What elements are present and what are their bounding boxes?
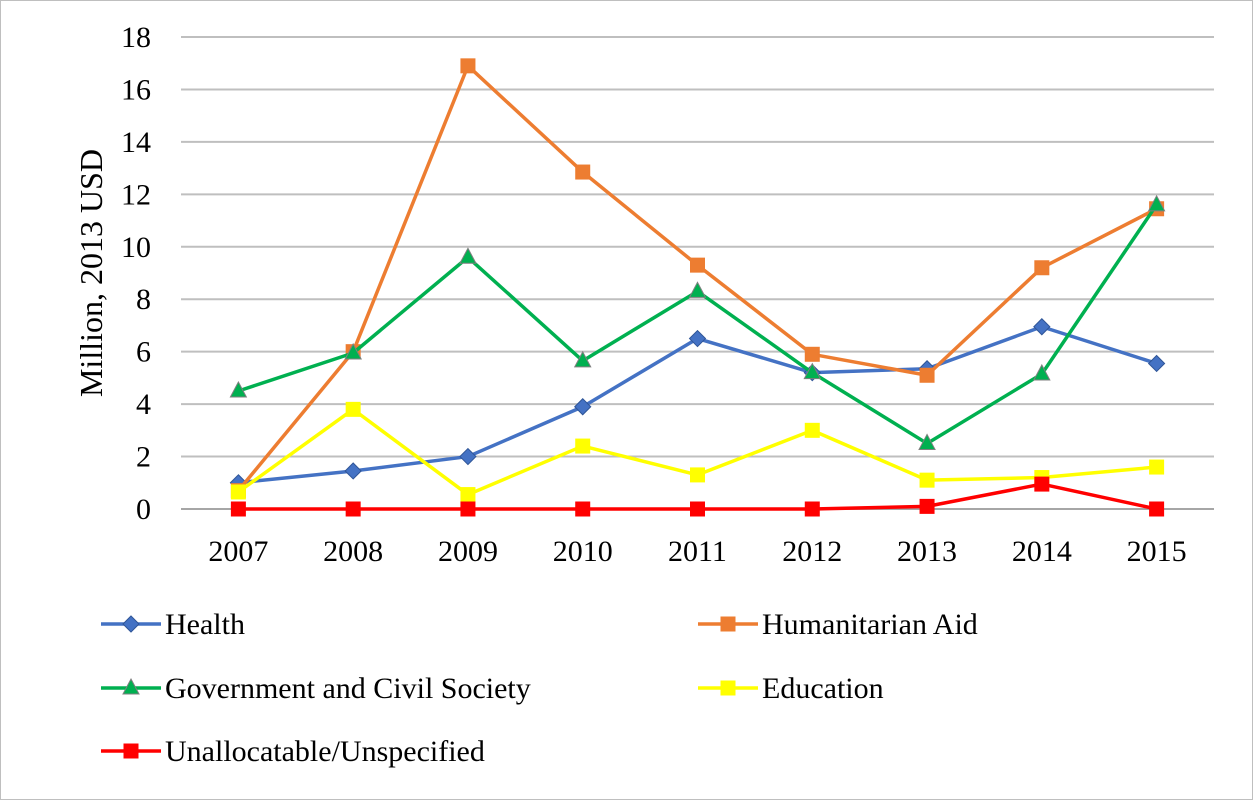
legend-item: Government and Civil Society bbox=[101, 672, 531, 705]
data-point bbox=[575, 501, 591, 517]
data-point bbox=[804, 501, 820, 517]
data-point bbox=[459, 447, 477, 466]
data-point bbox=[804, 346, 820, 362]
data-point bbox=[344, 342, 362, 360]
data-point bbox=[919, 472, 935, 488]
data-point bbox=[460, 58, 476, 74]
legend-label: Education bbox=[762, 672, 884, 705]
data-point bbox=[230, 484, 246, 500]
y-tick-label: 8 bbox=[136, 283, 151, 316]
series-lines bbox=[229, 58, 1166, 517]
legend-item: Health bbox=[101, 608, 245, 641]
y-axis-title: Million, 2013 USD bbox=[73, 149, 109, 397]
legend-marker bbox=[123, 743, 139, 759]
x-tick-label: 2014 bbox=[1012, 535, 1072, 568]
legend-label: Health bbox=[165, 608, 245, 641]
data-point bbox=[1033, 363, 1051, 381]
x-tick-label: 2010 bbox=[553, 535, 613, 568]
data-point bbox=[574, 398, 592, 416]
gridlines bbox=[181, 36, 1214, 510]
x-tick-label: 2011 bbox=[668, 535, 727, 568]
y-tick-label: 6 bbox=[136, 336, 151, 369]
y-tick-label: 0 bbox=[136, 493, 151, 526]
data-point bbox=[690, 257, 705, 273]
data-point bbox=[459, 247, 477, 264]
data-point bbox=[804, 422, 820, 438]
data-point bbox=[345, 501, 361, 517]
series-1 bbox=[230, 58, 1165, 499]
y-tick-label: 16 bbox=[121, 73, 151, 106]
series-2 bbox=[229, 194, 1166, 450]
data-point bbox=[1147, 194, 1166, 212]
y-tick-label: 14 bbox=[121, 126, 151, 159]
data-point bbox=[918, 433, 936, 450]
data-point bbox=[344, 462, 362, 480]
legend-label: Unallocatable/Unspecified bbox=[165, 735, 485, 768]
data-point bbox=[575, 164, 591, 180]
data-point bbox=[690, 501, 705, 517]
data-point bbox=[1147, 354, 1166, 373]
y-axis-ticks: 0 2 4 6 8 10 12 14 16 18 bbox=[121, 21, 151, 526]
data-point bbox=[345, 401, 361, 417]
legend-marker bbox=[122, 615, 140, 633]
legend-item: Education bbox=[698, 672, 884, 705]
y-tick-label: 18 bbox=[121, 21, 151, 54]
legend-item: Unallocatable/Unspecified bbox=[101, 735, 485, 768]
legend-label: Government and Civil Society bbox=[165, 672, 531, 705]
data-point bbox=[1149, 459, 1165, 475]
data-point bbox=[688, 281, 707, 298]
x-tick-label: 2008 bbox=[323, 535, 383, 568]
data-point bbox=[575, 438, 591, 454]
x-tick-label: 2012 bbox=[782, 535, 842, 568]
y-tick-label: 12 bbox=[121, 178, 151, 211]
series-3 bbox=[230, 401, 1165, 503]
x-tick-label: 2007 bbox=[208, 535, 268, 568]
data-point bbox=[1034, 476, 1050, 492]
x-axis-ticks: 2007 2008 2009 2010 2011 2012 2013 2014 2015 bbox=[208, 535, 1186, 568]
data-point bbox=[460, 487, 476, 503]
series-line bbox=[237, 203, 1159, 446]
legend-label: Humanitarian Aid bbox=[762, 608, 978, 641]
data-point bbox=[919, 367, 935, 383]
x-tick-label: 2009 bbox=[438, 535, 498, 568]
data-point bbox=[803, 362, 822, 380]
data-point bbox=[230, 501, 246, 517]
data-point bbox=[1149, 501, 1165, 517]
data-point bbox=[1033, 318, 1051, 336]
legend: Health Humanitarian Aid Government and Civ… bbox=[101, 608, 978, 768]
data-point bbox=[229, 380, 248, 398]
series-4 bbox=[230, 476, 1165, 517]
x-tick-label: 2015 bbox=[1127, 535, 1187, 568]
data-point bbox=[919, 498, 935, 514]
legend-marker bbox=[720, 680, 736, 696]
legend-marker bbox=[720, 616, 736, 632]
data-point bbox=[690, 467, 705, 483]
data-point bbox=[1034, 260, 1050, 276]
legend-item: Humanitarian Aid bbox=[698, 608, 978, 641]
y-tick-label: 10 bbox=[121, 231, 151, 264]
x-tick-label: 2013 bbox=[897, 535, 957, 568]
data-point bbox=[460, 501, 476, 517]
legend-marker bbox=[122, 677, 140, 695]
y-tick-label: 2 bbox=[136, 441, 151, 474]
y-tick-label: 4 bbox=[136, 388, 151, 421]
data-point bbox=[688, 329, 707, 348]
data-point bbox=[573, 350, 592, 368]
